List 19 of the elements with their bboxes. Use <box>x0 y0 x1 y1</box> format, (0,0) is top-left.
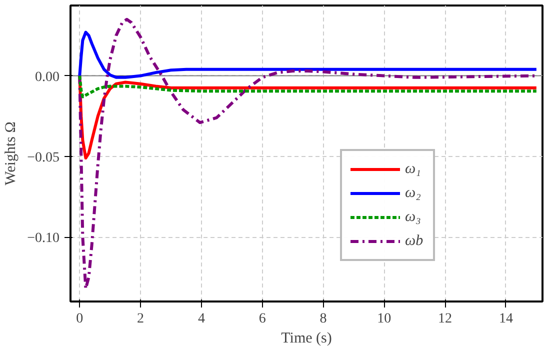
x-tick-label: 6 <box>258 312 266 326</box>
x-axis-title: Time (s) <box>281 330 332 346</box>
line-series <box>78 30 538 79</box>
y-tick-label: −0.05 <box>27 150 60 166</box>
x-tick-label: 0 <box>76 312 84 326</box>
x-tick-label: 4 <box>198 312 205 326</box>
y-axis-title: Weights Ω <box>3 122 20 186</box>
x-tick-label: 12 <box>438 312 452 326</box>
legend-label: ωb <box>405 232 424 250</box>
y-tick-label: −0.10 <box>27 231 60 246</box>
y-tick-label: 0.00 <box>35 70 60 85</box>
legend-label: ω₂ <box>405 184 422 202</box>
x-tick-label: 10 <box>377 312 392 326</box>
x-tick-label: 14 <box>498 312 513 326</box>
line-series <box>78 74 538 98</box>
x-tick-label: 2 <box>137 312 144 326</box>
x-tick-label: 8 <box>320 312 327 326</box>
legend-label: ω₃ <box>405 208 422 226</box>
legend-label: ω₁ <box>405 160 422 178</box>
